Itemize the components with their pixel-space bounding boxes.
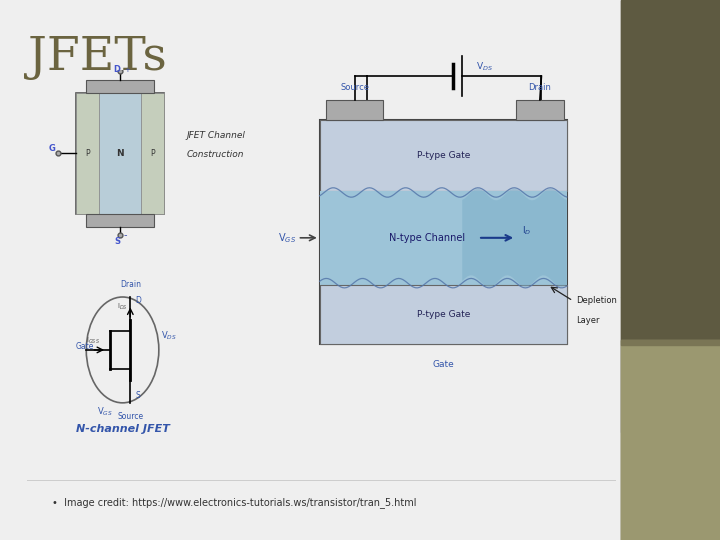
- Text: P-type Gate: P-type Gate: [417, 151, 470, 159]
- Bar: [621, 340, 720, 540]
- Bar: [320, 285, 567, 345]
- Text: Drain: Drain: [120, 280, 141, 289]
- Text: Depletion: Depletion: [576, 296, 617, 306]
- Text: Gate: Gate: [432, 360, 454, 369]
- Text: V$_{DS}$: V$_{DS}$: [476, 60, 493, 73]
- Text: V$_{DS}$: V$_{DS}$: [161, 329, 177, 342]
- Bar: [140, 93, 164, 214]
- Bar: [76, 93, 164, 214]
- Bar: [516, 100, 564, 119]
- Bar: [99, 93, 140, 214]
- Text: Construction: Construction: [187, 150, 245, 159]
- Text: S: S: [114, 237, 121, 246]
- Text: Drain: Drain: [528, 83, 552, 92]
- Text: I$_{DS}$: I$_{DS}$: [117, 301, 128, 312]
- Text: N-type Channel: N-type Channel: [390, 233, 465, 243]
- Text: P-type Gate: P-type Gate: [417, 310, 470, 319]
- Bar: [86, 214, 153, 227]
- Text: G: G: [49, 145, 55, 153]
- Text: •  Image credit: https://www.electronics-tutorials.ws/transistor/tran_5.html: • Image credit: https://www.electronics-…: [52, 497, 416, 509]
- Text: D: D: [135, 296, 141, 305]
- Text: D: D: [114, 65, 120, 74]
- Text: P: P: [150, 149, 155, 158]
- Text: V$_{GS}$: V$_{GS}$: [96, 405, 112, 417]
- Text: I$_{GSS}$: I$_{GSS}$: [86, 335, 100, 346]
- Bar: [621, 0, 720, 297]
- Bar: [621, 297, 720, 432]
- Polygon shape: [462, 188, 567, 287]
- Bar: [621, 432, 720, 540]
- Bar: [320, 119, 567, 191]
- Text: +: +: [124, 67, 130, 73]
- Text: N: N: [116, 149, 124, 158]
- Bar: [621, 0, 720, 540]
- Text: Source: Source: [117, 413, 143, 421]
- Text: Layer: Layer: [576, 316, 600, 325]
- Text: N-channel JFET: N-channel JFET: [76, 424, 169, 434]
- Bar: [320, 191, 567, 285]
- Text: V$_{GS}$: V$_{GS}$: [279, 231, 297, 245]
- Text: -: -: [124, 231, 127, 240]
- Bar: [86, 79, 153, 93]
- Bar: [326, 100, 383, 119]
- Text: JFETs: JFETs: [28, 35, 167, 80]
- Text: Gate: Gate: [76, 342, 94, 350]
- Text: P: P: [85, 149, 90, 158]
- Text: I$_D$: I$_D$: [523, 225, 532, 238]
- Text: S: S: [135, 391, 140, 400]
- Text: Source: Source: [340, 83, 369, 92]
- Bar: [76, 93, 99, 214]
- Text: JFET Channel: JFET Channel: [186, 131, 246, 140]
- Bar: [621, 340, 720, 345]
- Bar: [320, 119, 567, 345]
